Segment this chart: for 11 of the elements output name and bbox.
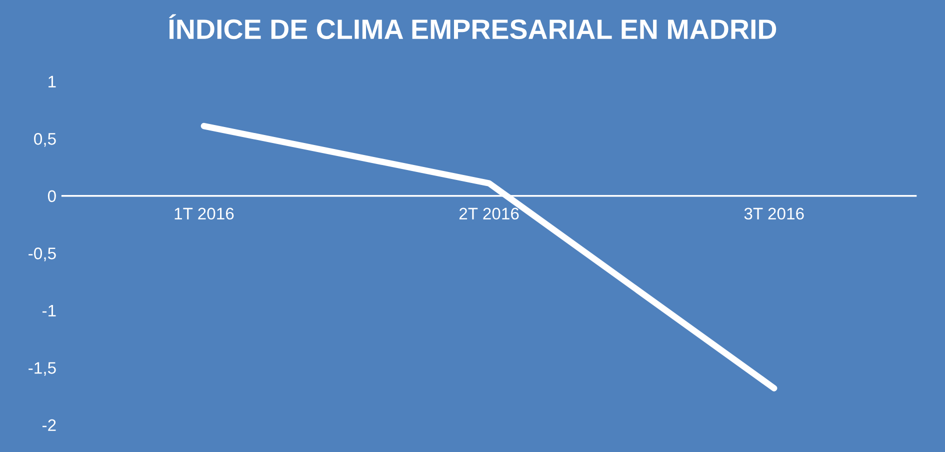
chart-title: ÍNDICE DE CLIMA EMPRESARIAL EN MADRID <box>169 14 776 40</box>
x-tick-label: 1T 2016 <box>174 208 234 220</box>
y-tick-label: -1 <box>42 304 56 316</box>
x-tick-label: 3T 2016 <box>744 208 804 220</box>
y-tick-label: 1 <box>48 76 56 88</box>
x-tick-label: 2T 2016 <box>459 208 519 220</box>
y-tick-label: -0,5 <box>28 248 56 262</box>
y-tick-label: 0 <box>48 190 56 202</box>
y-tick-label: 0,5 <box>34 133 56 147</box>
y-tick-label: -1,5 <box>28 362 56 376</box>
y-tick-label: -2 <box>42 419 56 431</box>
